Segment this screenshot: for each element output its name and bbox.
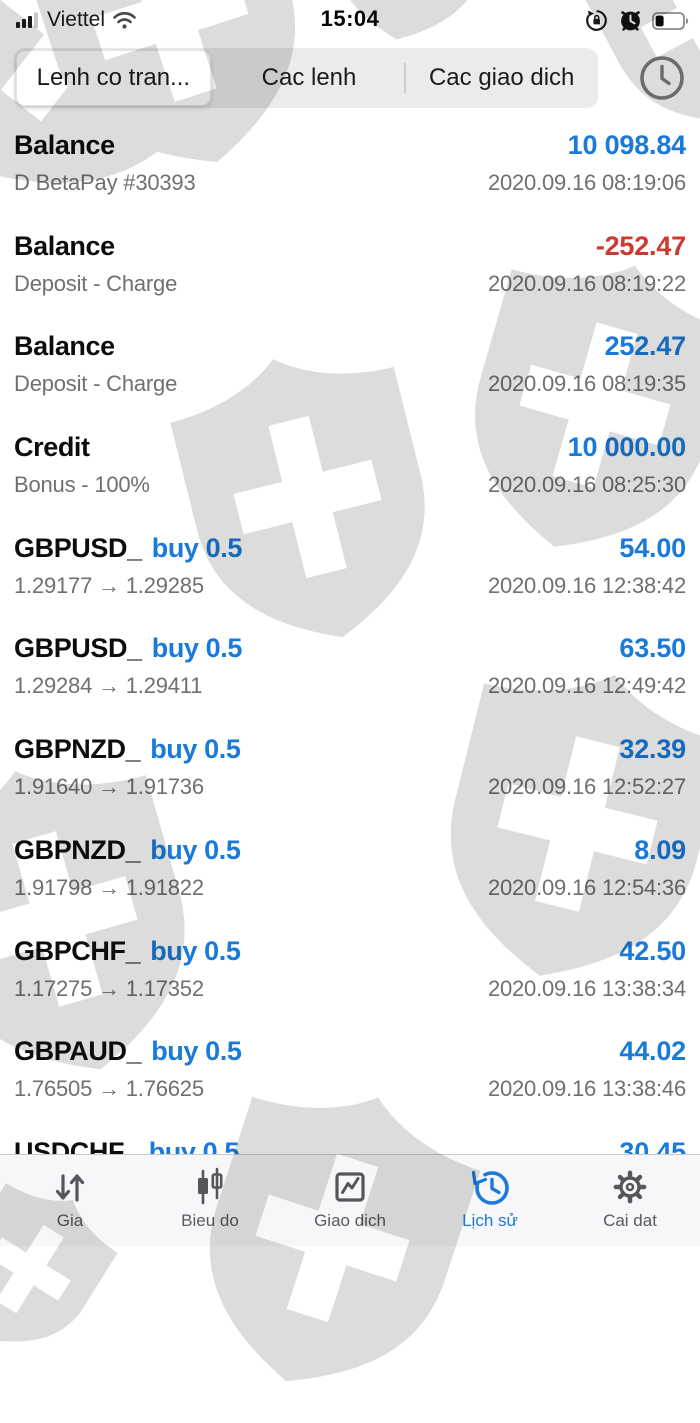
history-row[interactable]: Balance 10 098.84 D BetaPay #30393 2020.… [0,118,700,219]
history-row[interactable]: USDCHF_ buy 0.5 30.45 [0,1125,700,1155]
datetime-label: 2020.09.16 12:38:42 [487,572,686,598]
tab-deals-label: Cac giao dich [428,64,575,91]
datetime-label: 2020.09.16 13:38:34 [487,975,686,1001]
symbol-label: GBPCHF_ [14,935,141,966]
datetime-label: 2020.09.16 12:54:36 [487,874,686,900]
history-row[interactable]: Balance 252.47 Deposit - Charge 2020.09.… [0,319,700,420]
candlestick-chart-icon [190,1164,230,1210]
trade-chart-icon [330,1164,370,1210]
symbol-label: GBPNZD_ [14,734,141,765]
symbol-label: GBPUSD_ [14,532,142,563]
detail-label: Deposit - Charge [14,270,178,296]
gear-icon [610,1164,650,1210]
trade-action-label: buy 0.5 [150,834,241,865]
profit-value: 42.50 [619,935,686,966]
detail-label: Bonus - 100% [14,472,150,498]
symbol-label: Balance [14,130,115,160]
nav-label-settings: Cai dat [603,1211,657,1230]
datetime-label: 2020.09.16 08:19:35 [487,371,686,397]
history-row[interactable]: Credit 10 000.00 Bonus - 100% 2020.09.16… [0,420,700,521]
tab-orders[interactable]: Cac lenh [213,48,406,108]
nav-label-history: Giao dich [314,1211,386,1230]
datetime-label: 2020.09.16 12:52:27 [487,774,686,800]
alarm-clock-icon [621,11,640,31]
nav-label-history: Lịch sử [462,1211,518,1230]
symbol-label: GBPUSD_ [14,633,142,664]
history-clock-icon [466,1164,514,1210]
nav-label-quotes: Gia [56,1211,84,1230]
history-row[interactable]: GBPUSD_ buy 0.5 63.50 1.29284 → 1.29411 … [0,621,700,722]
detail-label: Deposit - Charge [14,371,178,397]
trade-action-label: buy 0.5 [148,1136,240,1155]
nav-item-settings[interactable]: Cai dat [560,1155,700,1246]
symbol-label: Balance [14,331,115,362]
symbol-label: USDCHF_ [14,1136,139,1155]
profit-value: 8.09 [634,834,686,865]
profit-value: 63.50 [619,633,686,664]
trade-action-label: buy 0.5 [150,935,241,966]
detail-label: 1.29177 → 1.29285 [14,572,204,598]
history-row[interactable]: GBPUSD_ buy 0.5 54.00 1.29177 → 1.29285 … [0,521,700,622]
datetime-label: 2020.09.16 08:25:30 [487,472,686,498]
symbol-label: GBPAUD_ [14,1036,142,1067]
tab-positions-label: Lenh co tran... [36,64,191,91]
profit-value: 32.39 [619,734,686,765]
bottom-nav: Gia Bieu do Giao dich [0,1154,700,1246]
detail-label: 1.29284 → 1.29411 [14,673,203,699]
detail-label: D BetaPay #30393 [14,170,196,195]
symbol-label: GBPNZD_ [14,834,141,865]
detail-label: 1.76505 → 1.76625 [14,1076,204,1102]
nav-item-quotes[interactable]: Gia [0,1155,140,1246]
nav-item-history[interactable]: Lịch sử [420,1155,560,1246]
history-row[interactable]: GBPNZD_ buy 0.5 8.09 1.91798 → 1.91822 2… [0,823,700,924]
datetime-label: 2020.09.16 13:38:46 [487,1076,686,1102]
history-row[interactable]: GBPCHF_ buy 0.5 42.50 1.17275 → 1.17352 … [0,924,700,1025]
profit-value: 44.02 [619,1036,686,1067]
orientation-lock-icon [586,10,607,31]
history-row[interactable]: GBPAUD_ buy 0.5 44.02 1.76505 → 1.76625 … [0,1024,700,1125]
datetime-label: 2020.09.16 12:49:42 [487,673,686,699]
history-list[interactable]: Balance 10 098.84 D BetaPay #30393 2020.… [0,118,700,1155]
profit-value: 30.45 [619,1136,686,1155]
trade-action-label: buy 0.5 [151,633,243,664]
profit-value: -252.47 [595,230,686,261]
battery-icon [652,11,689,30]
nav-item-trade[interactable]: Giao dich [280,1155,420,1246]
detail-label: 1.17275 → 1.17352 [14,975,204,1001]
trade-action-label: buy 0.5 [151,532,243,563]
detail-label: 1.91640 → 1.91736 [14,774,204,800]
datetime-label: 2020.09.16 08:19:22 [487,270,686,296]
profit-value: 252.47 [604,331,687,362]
nav-label-trade: Bieu do [181,1211,239,1230]
tab-orders-label: Cac lenh [261,64,357,91]
price-arrows-icon [50,1164,90,1210]
detail-label: 1.91798 → 1.91822 [14,874,204,900]
history-row[interactable]: Balance -252.47 Deposit - Charge 2020.09… [0,219,700,320]
history-row[interactable]: GBPNZD_ buy 0.5 32.39 1.91640 → 1.91736 … [0,722,700,823]
profit-value: 10 000.00 [567,432,687,463]
profit-value: 10 098.84 [567,130,687,160]
status-bar: Viettel 15:04 [0,0,700,42]
history-filter-tabs: Lenh co tran... Cac lenh Cac giao dich [14,48,598,108]
datetime-label: 2020.09.16 08:19:06 [487,170,686,195]
nav-item-charts[interactable]: Bieu do [140,1155,280,1246]
tab-deals[interactable]: Cac giao dich [404,48,598,108]
symbol-label: Balance [14,230,115,261]
trade-action-label: buy 0.5 [150,734,241,765]
profit-value: 54.00 [619,532,686,563]
period-clock-button[interactable] [637,53,687,103]
symbol-label: Credit [14,432,90,463]
tab-positions[interactable]: Lenh co tran... [16,50,211,106]
trade-action-label: buy 0.5 [151,1036,242,1067]
